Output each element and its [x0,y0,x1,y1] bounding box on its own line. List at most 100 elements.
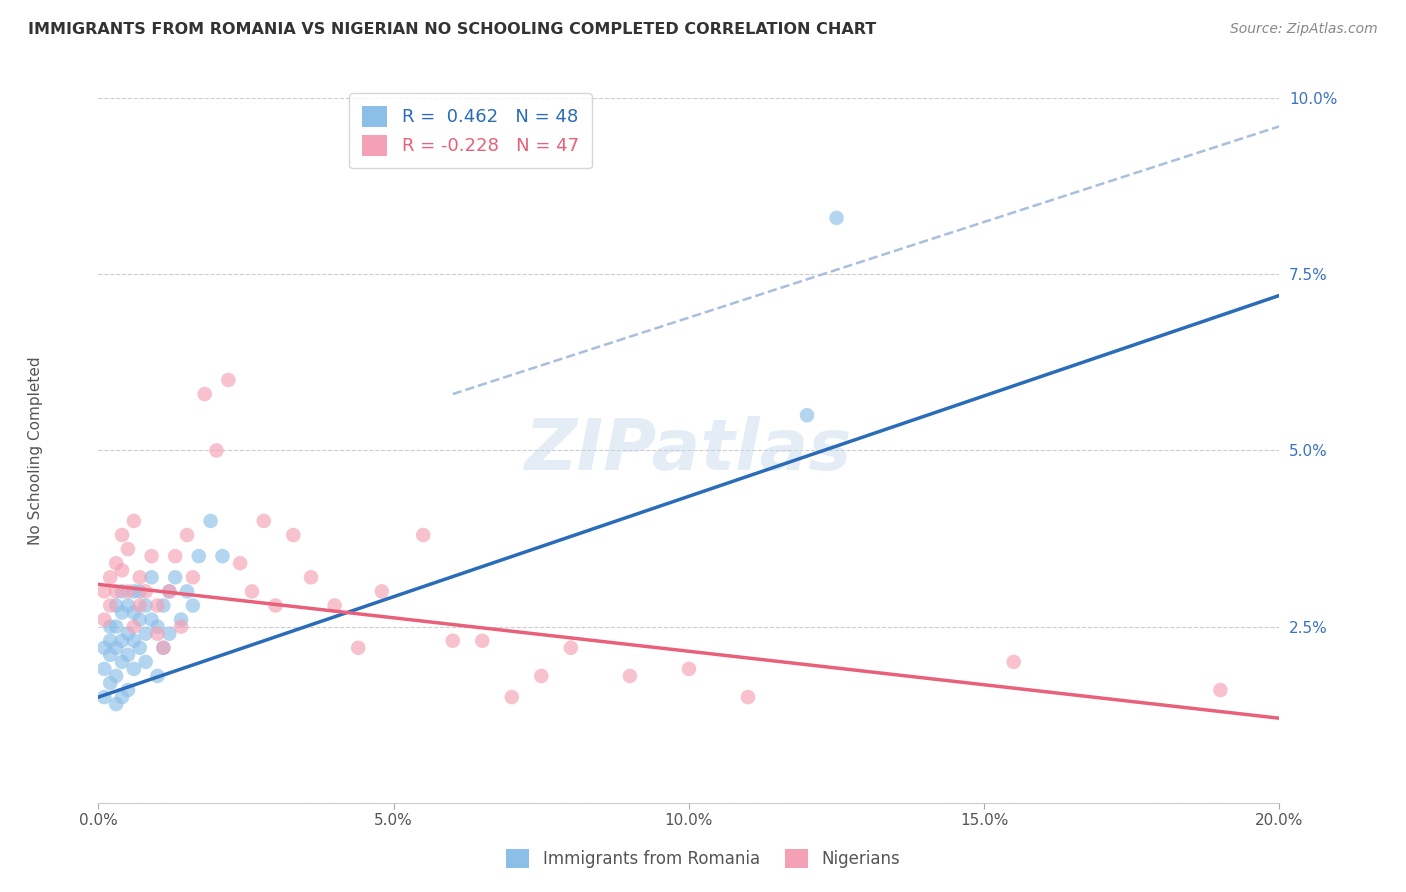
Point [299,570,322,584]
Point [128,599,150,613]
Point [98,599,121,613]
Point [98,619,121,633]
Point [93,640,115,655]
Point [146,626,169,640]
Point [737,690,759,705]
Point [111,563,134,577]
Point [181,570,204,584]
Point [1002,655,1025,669]
Point [283,528,305,542]
Point [135,584,157,599]
Point [165,549,187,564]
Point [105,599,128,613]
Point [441,633,464,648]
Point [176,584,198,599]
Point [157,584,180,599]
Point [678,662,700,676]
Point [135,655,157,669]
Point [117,599,139,613]
Point [205,443,228,458]
Point [146,619,169,633]
Point [146,669,169,683]
Point [194,387,217,401]
Point [105,669,128,683]
Text: Source: ZipAtlas.com: Source: ZipAtlas.com [1230,22,1378,37]
Point [105,697,128,711]
Point [176,528,198,542]
Point [471,633,494,648]
Point [128,570,150,584]
Point [530,669,553,683]
Point [122,514,145,528]
Point [98,570,121,584]
Point [128,584,150,599]
Point [152,599,174,613]
Point [796,408,818,422]
Point [128,640,150,655]
Point [111,655,134,669]
Point [240,584,263,599]
Point [560,640,582,655]
Point [98,676,121,690]
Point [825,211,848,225]
Point [117,683,139,698]
Point [111,690,134,705]
Point [122,619,145,633]
Point [412,528,434,542]
Point [111,584,134,599]
Point [122,584,145,599]
Point [165,570,187,584]
Point [111,633,134,648]
Point [122,606,145,620]
Point [323,599,346,613]
Point [619,669,641,683]
Point [128,613,150,627]
Point [371,584,394,599]
Point [111,528,134,542]
Point [93,584,115,599]
Point [181,599,204,613]
Point [141,570,163,584]
Point [157,626,180,640]
Point [187,549,209,564]
Legend: Immigrants from Romania, Nigerians: Immigrants from Romania, Nigerians [499,842,907,875]
Text: ZIPatlas: ZIPatlas [526,416,852,485]
Point [98,633,121,648]
Point [93,613,115,627]
Point [217,373,239,387]
Point [264,599,287,613]
Point [98,648,121,662]
Point [105,584,128,599]
Point [117,542,139,557]
Point [117,584,139,599]
Point [122,662,145,676]
Point [211,549,233,564]
Legend: R =  0.462   N = 48, R = -0.228   N = 47: R = 0.462 N = 48, R = -0.228 N = 47 [349,93,592,169]
Point [170,619,193,633]
Point [117,648,139,662]
Point [501,690,523,705]
Point [141,613,163,627]
Point [152,640,174,655]
Point [105,640,128,655]
Point [105,556,128,570]
Point [253,514,276,528]
Point [347,640,370,655]
Y-axis label: No Schooling Completed: No Schooling Completed [28,356,42,545]
Point [105,619,128,633]
Point [122,633,145,648]
Point [229,556,252,570]
Point [135,599,157,613]
Point [117,626,139,640]
Point [111,606,134,620]
Point [200,514,222,528]
Point [157,584,180,599]
Point [152,640,174,655]
Point [93,662,115,676]
Point [93,690,115,705]
Point [1209,683,1232,698]
Point [170,613,193,627]
Point [135,626,157,640]
Text: IMMIGRANTS FROM ROMANIA VS NIGERIAN NO SCHOOLING COMPLETED CORRELATION CHART: IMMIGRANTS FROM ROMANIA VS NIGERIAN NO S… [28,22,876,37]
Point [146,599,169,613]
